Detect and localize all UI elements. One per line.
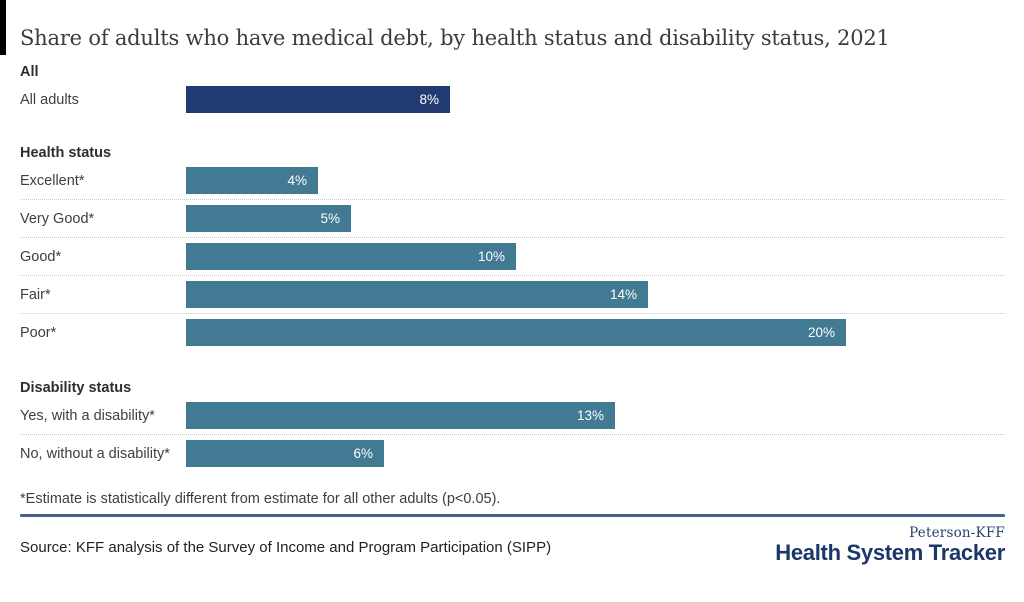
section-header-disability-status: Disability status — [20, 380, 132, 396]
row-separator — [20, 199, 1005, 200]
bar-value: 10% — [477, 249, 505, 264]
bar-fair: 14% — [186, 281, 648, 308]
logo-health-system-tracker-text: Health System Tracker — [775, 540, 1005, 565]
bar-track: 8% — [186, 86, 1005, 113]
row-separator — [20, 275, 1005, 276]
row-separator — [20, 237, 1005, 238]
bar-value: 4% — [287, 173, 307, 188]
bar-label-very-good: Very Good* — [20, 210, 95, 227]
bar-row-excellent: Excellent* 4% — [20, 167, 1005, 194]
bar-without-disability: 6% — [186, 440, 384, 467]
bar-label-all-adults: All adults — [20, 91, 79, 108]
bar-with-disability: 13% — [186, 402, 615, 429]
bar-value: 13% — [576, 408, 604, 423]
peterson-kff-logo: Peterson-KFF Health System Tracker — [775, 525, 1005, 565]
bar-row-without-disability: No, without a disability* 6% — [20, 440, 1005, 467]
section-header-health-status: Health status — [20, 145, 112, 161]
bar-all-adults: 8% — [186, 86, 450, 113]
bar-track: 20% — [186, 319, 1005, 346]
divider-rule — [20, 514, 1005, 517]
bar-track: 14% — [186, 281, 1005, 308]
bar-label-good: Good* — [20, 248, 62, 265]
bar-row-good: Good* 10% — [20, 243, 1005, 270]
bar-row-poor: Poor* 20% — [20, 319, 1005, 346]
bar-row-with-disability: Yes, with a disability* 13% — [20, 402, 1005, 429]
chart-title: Share of adults who have medical debt, b… — [20, 26, 890, 50]
bar-value: 14% — [609, 287, 637, 302]
bar-label-poor: Poor* — [20, 324, 57, 341]
bar-value: 8% — [419, 92, 439, 107]
bar-row-all-adults: All adults 8% — [20, 86, 1005, 113]
bar-label-fair: Fair* — [20, 286, 51, 303]
logo-peterson-kff-text: Peterson-KFF — [909, 525, 1005, 541]
bar-track: 10% — [186, 243, 1005, 270]
bar-track: 4% — [186, 167, 1005, 194]
bar-poor: 20% — [186, 319, 846, 346]
footnote: *Estimate is statistically different fro… — [20, 491, 501, 507]
bar-track: 13% — [186, 402, 1005, 429]
screen-edge-artifact — [0, 0, 6, 55]
bar-row-very-good: Very Good* 5% — [20, 205, 1005, 232]
bar-label-excellent: Excellent* — [20, 172, 85, 189]
bar-label-with-disability: Yes, with a disability* — [20, 407, 155, 424]
bar-excellent: 4% — [186, 167, 318, 194]
bar-value: 20% — [807, 325, 835, 340]
chart-page: Share of adults who have medical debt, b… — [20, 26, 1005, 565]
bar-track: 6% — [186, 440, 1005, 467]
bar-value: 6% — [353, 446, 373, 461]
row-separator — [20, 434, 1005, 435]
section-header-all: All — [20, 64, 39, 80]
bar-value: 5% — [320, 211, 340, 226]
bar-track: 5% — [186, 205, 1005, 232]
bar-good: 10% — [186, 243, 516, 270]
footer: Source: KFF analysis of the Survey of In… — [20, 517, 1005, 565]
bar-very-good: 5% — [186, 205, 351, 232]
bar-label-without-disability: No, without a disability* — [20, 445, 170, 462]
source-note: Source: KFF analysis of the Survey of In… — [20, 539, 552, 556]
bar-row-fair: Fair* 14% — [20, 281, 1005, 308]
row-separator — [20, 313, 1005, 314]
